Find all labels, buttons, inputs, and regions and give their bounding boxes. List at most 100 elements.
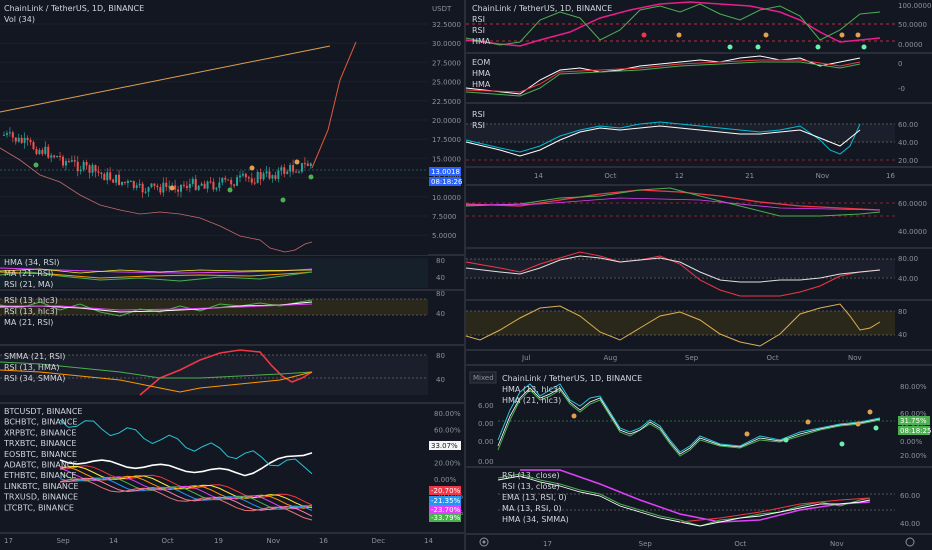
rsi-legend-2: MA (21, RSI) [4, 318, 53, 327]
projection-line[interactable] [311, 41, 357, 169]
rb-left-ytick-2: 0.00 [478, 438, 494, 446]
compare-badge-label: -20.70% [431, 487, 461, 495]
candle-body [224, 178, 227, 180]
hma-ytick-0: 80 [436, 257, 445, 265]
rm-green [465, 187, 881, 217]
candle-body [129, 180, 132, 182]
candle-body [162, 182, 165, 193]
smma-legend-1: RSI (13, HMA) [4, 363, 59, 372]
candle-body [174, 185, 177, 190]
compare-legend-item: TRXBTC, BINANCE [3, 439, 76, 448]
rb-magenta [520, 469, 871, 523]
right-bottom-panel: Mixed ChainLink / TetherUS, 1D, BINANCE … [469, 371, 931, 466]
time-axis-tick: 21 [745, 172, 754, 180]
unit-label: USDT [432, 5, 452, 13]
candle-body [85, 161, 88, 166]
rt-title: ChainLink / TetherUS, 1D, BINANCE [472, 4, 612, 13]
price-badge: 13.0018 [431, 168, 460, 176]
main-ytick: 7.5000 [432, 213, 457, 221]
rb-b-legend-3: MA (13, RSI, 0) [502, 504, 562, 513]
rb-right-ytick-0: 80.00% [900, 383, 927, 391]
candle-body [286, 171, 289, 174]
candle-body [79, 169, 82, 172]
main-ytick: 10.0000 [432, 194, 461, 202]
time-axis-tick: Nov [848, 354, 862, 362]
candle-body [262, 173, 265, 180]
rsi2-cyan [465, 121, 861, 155]
scale-mode-button[interactable]: Mixed [473, 374, 494, 382]
time-axis-tick: Oct [767, 354, 779, 362]
candle-body [241, 173, 244, 176]
smma-legend-2: RSI (34, SMMA) [4, 374, 65, 383]
main-ytick: 20.0000 [432, 117, 461, 125]
main-ytick: 17.5000 [432, 136, 461, 144]
rm-p2-ytick-0: 80.00 [898, 255, 918, 263]
rb-hma-1 [497, 383, 881, 453]
time-axis-tick: 17 [543, 540, 552, 548]
right-bottom-rsi-panel: RSI (13, close) RSI (13, close) EMA (13,… [497, 469, 920, 528]
main-ytick: 27.5000 [432, 59, 461, 67]
rb-signal-dots [571, 409, 879, 447]
compare-series-line [59, 419, 313, 475]
rt-p3-ytick-2: 20.00 [898, 157, 918, 165]
rsi2-white [465, 125, 861, 157]
candle-body [115, 174, 118, 183]
candle-body [298, 171, 300, 173]
candle-body [156, 185, 159, 188]
candle-body [73, 160, 76, 162]
candle-body [3, 134, 5, 136]
time-badge: 08:18:26 [431, 178, 463, 186]
compare-legend-item: ETHBTC, BINANCE [4, 471, 76, 480]
candle-body [76, 161, 79, 172]
candle-body [100, 172, 103, 174]
candle-body [206, 181, 209, 189]
time-axis-tick: 16 [319, 537, 328, 545]
rb-hma-2 [497, 389, 881, 457]
rb-left-ytick-0: 6.00 [478, 402, 494, 410]
rsi-ytick-0: 80 [436, 290, 445, 298]
left-time-axis: 17 Sep 14 Oct 19 Nov 16 Dec 14 [4, 537, 433, 545]
rt-p1-legend-0: RSI [472, 15, 485, 24]
smma-red-line [139, 349, 313, 396]
rsi-ytick-1: 40 [436, 310, 445, 318]
candle-body [44, 146, 47, 154]
time-axis-tick: 17 [4, 537, 13, 545]
rb-b-legend-0: RSI (13, close) [502, 471, 560, 480]
candle-body [280, 167, 283, 171]
candle-body [26, 138, 29, 141]
candle-body [50, 155, 53, 158]
candle-body [56, 156, 59, 158]
candle-body [109, 172, 112, 180]
candle-body [132, 180, 135, 188]
candle-body [277, 170, 280, 179]
rsi-smma-line [0, 369, 313, 393]
candle-body [112, 179, 115, 183]
candle-body [218, 182, 221, 188]
settings-icon[interactable] [479, 537, 489, 547]
main-ytick: 22.5000 [432, 98, 461, 106]
smma-ytick-1: 40 [436, 376, 445, 384]
right-bottom-time-axis: 17 Sep Oct Nov [543, 540, 844, 548]
candle-body [29, 140, 32, 143]
candle-body [188, 183, 191, 188]
gear-icon[interactable] [905, 537, 915, 547]
left-smma-panel: SMMA (21, RSI) RSI (13, HMA) RSI (34, SM… [0, 349, 445, 396]
left-main-panel: ChainLink / TetherUS, 1D, BINANCE Vol (3… [0, 0, 463, 255]
rm2-white [465, 255, 881, 283]
signal-dot [33, 162, 39, 168]
candle-body [303, 163, 306, 165]
main-ytick: 32.5000 [432, 21, 461, 29]
trend-line[interactable] [0, 45, 331, 113]
candle-body [23, 138, 26, 143]
candle-body [194, 178, 197, 190]
rb-badge-1: 08:18:25 [900, 427, 931, 435]
time-axis-tick: Nov [267, 537, 281, 545]
rt-p1-ytick-2: 0.0000 [898, 41, 923, 49]
candle-body [250, 178, 253, 183]
rb-legend-0: HMA (13, hlc3) [502, 385, 561, 394]
compare-legend-item: LTCBTC, BINANCE [4, 503, 74, 512]
compare-legend-item: BCHBTC, BINANCE [4, 418, 77, 427]
rb-b-legend-4: HMA (34, SMMA) [502, 515, 569, 524]
candle-body [121, 181, 123, 185]
